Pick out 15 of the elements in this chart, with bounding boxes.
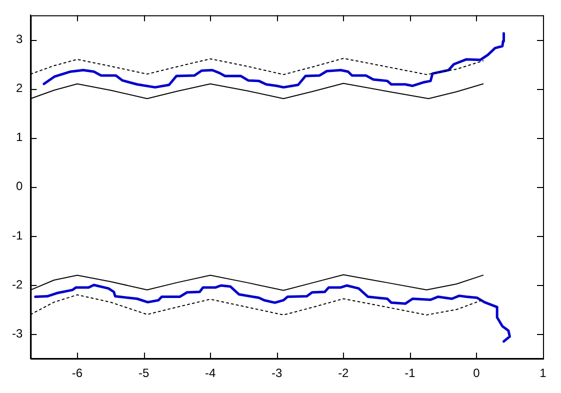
y-tick-label: 2: [16, 81, 23, 96]
y-tick-label: 1: [16, 130, 23, 144]
x-tick-label: -6: [72, 366, 83, 380]
y-tick-label: -3: [12, 326, 23, 340]
x-tick-label: 0: [473, 366, 480, 380]
x-tick-label: -4: [204, 366, 216, 380]
x-tick-label: 1: [540, 366, 547, 380]
x-tick-label: -3: [272, 366, 283, 380]
x-tick-label: -5: [138, 366, 150, 380]
x-tick-label: -1: [404, 366, 416, 380]
y-tick-label: 0: [16, 179, 23, 194]
y-tick-label: -2: [12, 277, 23, 292]
y-tick-label: -1: [12, 228, 23, 242]
y-tick-label: 3: [16, 32, 23, 46]
x-tick-label: -2: [338, 366, 350, 380]
